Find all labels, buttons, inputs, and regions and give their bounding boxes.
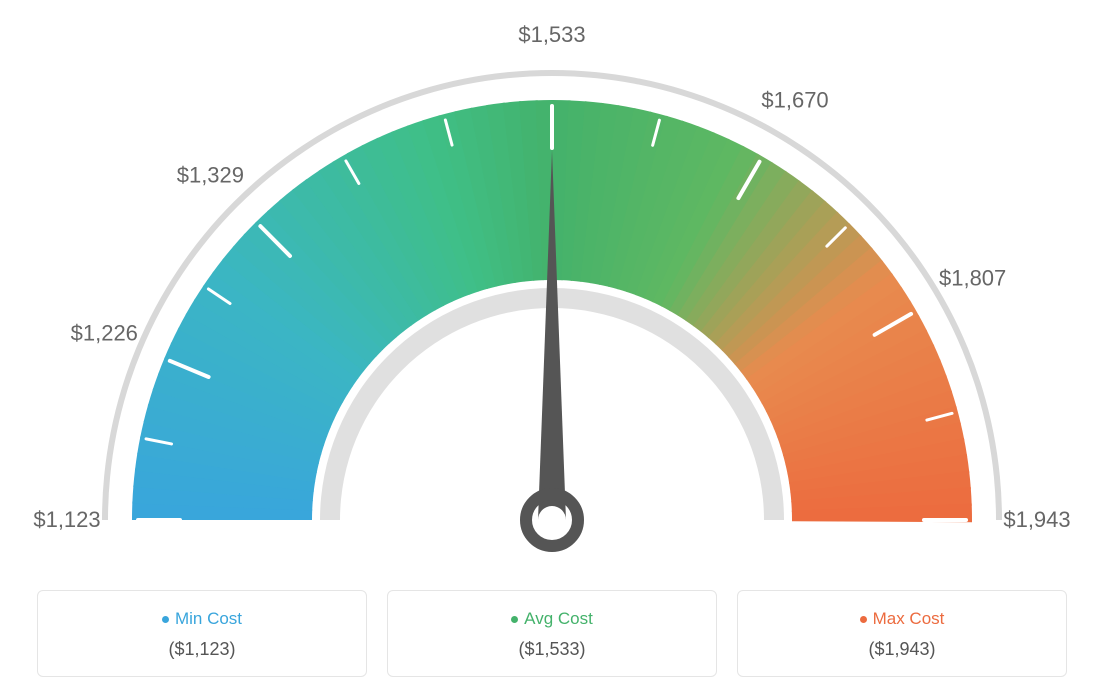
legend-card-max: Max Cost ($1,943)	[737, 590, 1067, 677]
svg-text:$1,670: $1,670	[761, 87, 828, 112]
legend-card-min: Min Cost ($1,123)	[37, 590, 367, 677]
svg-text:$1,329: $1,329	[177, 163, 244, 188]
legend-title-min: Min Cost	[48, 609, 356, 629]
legend-label-max: Max Cost	[873, 609, 945, 628]
svg-text:$1,533: $1,533	[518, 22, 585, 47]
legend-label-avg: Avg Cost	[524, 609, 593, 628]
svg-text:$1,943: $1,943	[1003, 507, 1070, 532]
legend-dot-avg	[511, 616, 518, 623]
legend-card-avg: Avg Cost ($1,533)	[387, 590, 717, 677]
svg-text:$1,807: $1,807	[939, 266, 1006, 291]
gauge-chart: $1,123 $1,226 $1,329 $1,533 $1,670 $1,807 $1,9…	[20, 20, 1084, 580]
legend-title-max: Max Cost	[748, 609, 1056, 629]
legend-label-min: Min Cost	[175, 609, 242, 628]
legend-value-max: ($1,943)	[748, 639, 1056, 660]
gauge-svg: $1,123 $1,226 $1,329 $1,533 $1,670 $1,807 $1,9…	[20, 20, 1084, 580]
svg-text:$1,123: $1,123	[33, 507, 100, 532]
legend-dot-max	[860, 616, 867, 623]
legend-row: Min Cost ($1,123) Avg Cost ($1,533) Max …	[37, 590, 1067, 677]
legend-title-avg: Avg Cost	[398, 609, 706, 629]
legend-dot-min	[162, 616, 169, 623]
legend-value-min: ($1,123)	[48, 639, 356, 660]
legend-value-avg: ($1,533)	[398, 639, 706, 660]
svg-text:$1,226: $1,226	[71, 321, 138, 346]
